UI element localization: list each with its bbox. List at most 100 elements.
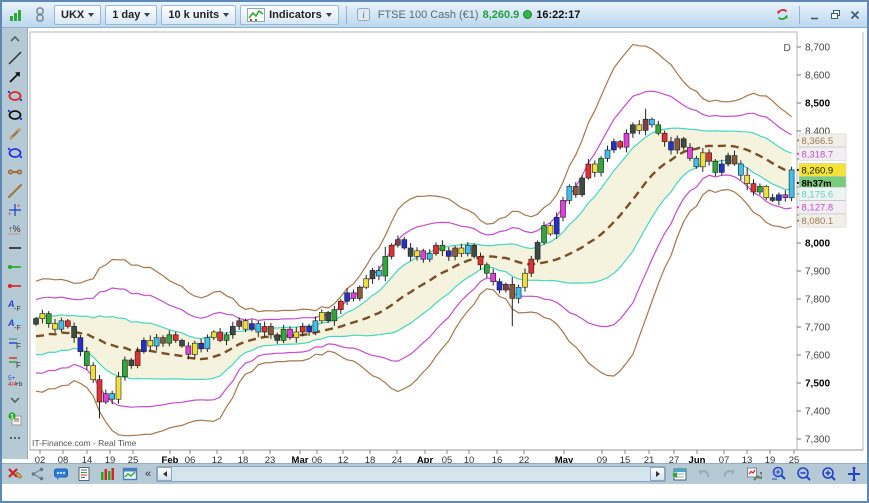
pitchfork-tool[interactable]: + + — [3, 200, 27, 219]
candle — [230, 326, 236, 336]
watermark: IT-Finance.com - Real Time — [32, 438, 137, 448]
date-axis[interactable]: 02 08 14 19 25 Feb 06 12 18 23 Mar 06 12 18 24 Apr 05 10 1… — [35, 450, 800, 463]
svg-text:8,366.5: 8,366.5 — [802, 136, 834, 147]
scroll-left-button[interactable] — [157, 467, 173, 481]
candle — [356, 286, 363, 299]
numbers-tool[interactable]: 5+ 4/4 +b — [3, 371, 27, 390]
zoom-custom-button[interactable] — [769, 465, 789, 483]
oblique-line-tool[interactable] — [3, 181, 27, 200]
candle — [401, 239, 408, 249]
candle — [96, 379, 103, 403]
detach-window-button[interactable] — [120, 465, 140, 483]
candle — [604, 149, 611, 159]
ellipsis-tool[interactable] — [3, 428, 27, 447]
collapse-scrollbar-button[interactable]: « — [145, 468, 152, 480]
candle — [420, 250, 427, 260]
fibonacci-b-tool[interactable]: F — [3, 352, 27, 371]
zoom-out-button[interactable] — [794, 465, 814, 483]
link-windows-icon[interactable] — [30, 6, 50, 24]
drawing-palette-button[interactable] — [5, 465, 25, 483]
restore-button[interactable] — [827, 7, 843, 22]
svg-text:8,318.7: 8,318.7 — [802, 149, 834, 160]
chat-button[interactable] — [51, 465, 71, 483]
percent-move-tool[interactable]: ↑% — [3, 219, 27, 238]
price-tick-label: 7,800 — [805, 295, 830, 306]
text-note-b-tool[interactable]: A -F — [3, 314, 27, 333]
candle — [45, 313, 52, 325]
info-icon[interactable]: i — [354, 6, 374, 24]
candle — [776, 194, 782, 201]
candle — [407, 247, 414, 257]
collapse-up-tool[interactable] — [3, 29, 27, 48]
indicators-icon — [247, 7, 266, 22]
ellipse-blue-tool[interactable] — [3, 143, 27, 162]
candle — [337, 300, 344, 310]
fibonacci-a-tool[interactable]: F — [3, 333, 27, 352]
candle — [58, 320, 65, 330]
price-axis[interactable]: 8,700 8,600 8,500 8,400 8,000 7,900 7,800 7,700… — [797, 43, 847, 446]
date-tick-label: 19 — [105, 455, 116, 463]
chart-settings-button[interactable] — [744, 465, 764, 483]
dumbbell-tool[interactable] — [3, 162, 27, 181]
chevron-down-icon — [88, 12, 95, 17]
candle — [414, 250, 420, 257]
last-price: 8,260.9 — [482, 8, 520, 21]
price-tick-label: 8,700 — [805, 43, 830, 54]
text-note-a-tool[interactable]: A -F — [3, 295, 27, 314]
candle — [217, 331, 223, 341]
ellipse-black-tool[interactable] — [3, 105, 27, 124]
ellipse-red-tool[interactable] — [3, 86, 27, 105]
more-down-tool[interactable] — [3, 390, 27, 409]
candle — [223, 334, 230, 341]
candle — [287, 328, 293, 338]
symbol-selector[interactable]: UKX — [54, 4, 102, 25]
undo-button[interactable] — [694, 465, 714, 483]
bottom-tools-right — [669, 465, 864, 483]
close-button[interactable] — [847, 7, 863, 22]
period-badge: D — [783, 42, 791, 54]
timeframe-selector[interactable]: 1 day — [105, 4, 158, 25]
candle — [636, 124, 643, 131]
price-tick-label: 7,300 — [805, 435, 830, 446]
candle — [674, 138, 681, 151]
trend-line-tool[interactable] — [3, 48, 27, 67]
market-quotes-button[interactable] — [97, 465, 117, 483]
candle — [261, 326, 268, 333]
redo-button[interactable] — [719, 465, 739, 483]
scroll-right-button[interactable] — [650, 467, 665, 481]
units-selector[interactable]: 10 k units — [161, 4, 237, 25]
candle — [52, 323, 58, 330]
crosshair-button[interactable] — [844, 465, 864, 483]
chart-type-icon[interactable] — [6, 6, 26, 24]
zoom-in-button[interactable] — [819, 465, 839, 483]
triangle-left-icon — [162, 471, 167, 477]
refresh-icon[interactable] — [772, 6, 792, 24]
segment-tool[interactable] — [3, 124, 27, 143]
chart-scrollbar[interactable] — [156, 466, 666, 482]
date-tick-label: 12 — [338, 455, 349, 463]
news-report-button[interactable] — [74, 465, 94, 483]
candle — [274, 334, 281, 341]
alert-green-tool[interactable] — [3, 257, 27, 276]
calendar-button[interactable] — [669, 465, 689, 483]
axis-label-mid-lower — [798, 200, 847, 214]
price-tick-label: 8,400 — [805, 127, 830, 138]
orders-note-tool[interactable]: 1 — [3, 409, 27, 428]
date-tick-label: Jun — [689, 455, 706, 463]
candle — [680, 138, 687, 148]
horizontal-line-tool[interactable] — [3, 238, 27, 257]
date-tick-label: Mar — [292, 455, 309, 463]
candle — [737, 163, 744, 176]
arrow-tool[interactable] — [3, 67, 27, 86]
toolbar-separator — [799, 5, 800, 24]
candle — [211, 331, 217, 338]
alert-red-tool[interactable] — [3, 276, 27, 295]
indicators-button[interactable]: Indicators — [240, 4, 339, 25]
date-tick-label: 14 — [82, 455, 93, 463]
svg-text:↑%: ↑% — [8, 224, 21, 234]
price-chart[interactable]: 8,700 8,600 8,500 8,400 8,000 7,900 7,800 7,700… — [28, 28, 869, 463]
date-tick-label: 05 — [442, 455, 453, 463]
minimize-button[interactable] — [807, 7, 823, 22]
share-button[interactable] — [28, 465, 48, 483]
